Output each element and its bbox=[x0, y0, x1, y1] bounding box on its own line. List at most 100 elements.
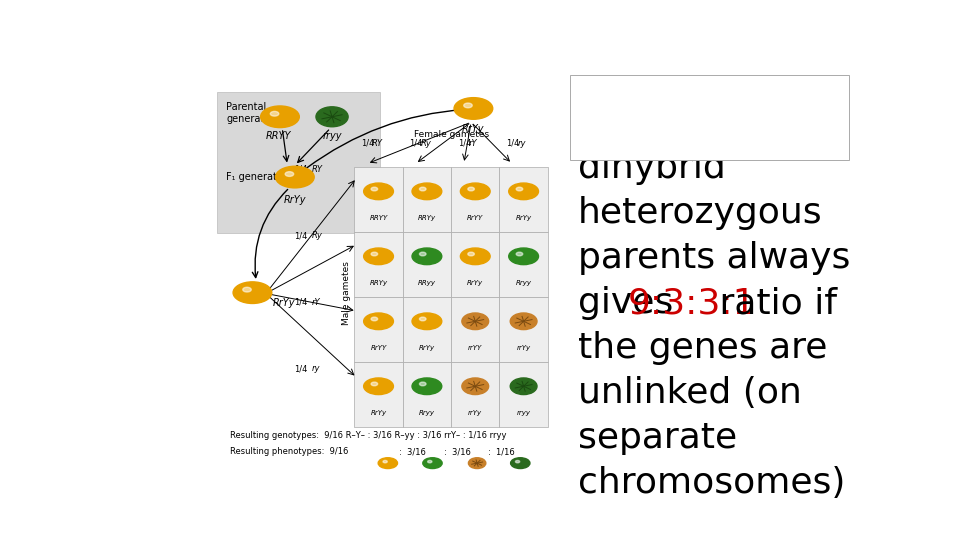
Point bbox=[526, 316, 538, 323]
Point bbox=[465, 387, 476, 394]
Text: RrYy: RrYy bbox=[468, 280, 483, 286]
Circle shape bbox=[420, 187, 426, 191]
Point bbox=[470, 457, 482, 463]
Circle shape bbox=[372, 187, 377, 191]
Circle shape bbox=[511, 458, 530, 469]
Text: rY: rY bbox=[312, 298, 321, 307]
Ellipse shape bbox=[316, 107, 348, 127]
Text: :  3/16: : 3/16 bbox=[444, 448, 470, 456]
Text: RrYY: RrYY bbox=[468, 214, 484, 221]
Point bbox=[468, 313, 479, 320]
Line: 2 pts: 2 pts bbox=[522, 381, 525, 391]
Text: rrYy: rrYy bbox=[468, 409, 482, 415]
Text: RrYy: RrYy bbox=[273, 299, 295, 308]
Text: heterozygous: heterozygous bbox=[578, 196, 822, 230]
Text: Rryy: Rryy bbox=[516, 280, 532, 286]
Text: 9:3:3:1: 9:3:3:1 bbox=[628, 286, 756, 320]
Circle shape bbox=[243, 287, 252, 292]
Text: RRYY: RRYY bbox=[370, 214, 388, 221]
Circle shape bbox=[276, 166, 314, 188]
Line: 2 pts: 2 pts bbox=[516, 320, 532, 323]
Point bbox=[478, 381, 490, 388]
Ellipse shape bbox=[462, 378, 489, 395]
Text: RY: RY bbox=[372, 139, 383, 148]
Text: Crossing of: Crossing of bbox=[578, 106, 779, 140]
Point bbox=[334, 117, 346, 124]
Text: F₁ generation  All: F₁ generation All bbox=[227, 172, 310, 182]
Text: RRYy: RRYy bbox=[370, 280, 388, 286]
Text: RrYy: RrYy bbox=[462, 124, 485, 134]
Bar bbox=[451, 167, 499, 232]
Point bbox=[474, 457, 486, 463]
Point bbox=[476, 321, 488, 328]
Point bbox=[474, 314, 486, 320]
Line: 2 pts: 2 pts bbox=[519, 382, 528, 390]
Text: RrYy: RrYy bbox=[371, 409, 387, 415]
Ellipse shape bbox=[510, 313, 537, 329]
Circle shape bbox=[378, 458, 397, 469]
Circle shape bbox=[412, 248, 442, 265]
Line: 2 pts: 2 pts bbox=[516, 383, 531, 389]
Bar bbox=[403, 232, 451, 296]
Circle shape bbox=[516, 461, 519, 463]
Line: 2 pts: 2 pts bbox=[330, 111, 334, 123]
Point bbox=[328, 119, 340, 126]
Circle shape bbox=[372, 252, 377, 256]
Point bbox=[471, 388, 483, 394]
Line: 2 pts: 2 pts bbox=[467, 320, 484, 323]
Point bbox=[476, 386, 488, 393]
Point bbox=[514, 387, 525, 394]
Bar bbox=[499, 362, 548, 427]
Text: Rryy: Rryy bbox=[419, 409, 435, 415]
Text: RY: RY bbox=[312, 165, 323, 174]
Text: the genes are: the genes are bbox=[578, 331, 827, 365]
FancyBboxPatch shape bbox=[570, 75, 849, 160]
Text: Resulting genotypes:  9/16 R–Y– : 3/16 R–yy : 3/16 rrY– : 1/16 rryy: Resulting genotypes: 9/16 R–Y– : 3/16 R–… bbox=[230, 431, 507, 440]
Line: 2 pts: 2 pts bbox=[326, 112, 337, 122]
Line: 2 pts: 2 pts bbox=[468, 383, 482, 389]
Circle shape bbox=[464, 103, 472, 108]
Text: ry: ry bbox=[312, 364, 321, 373]
Line: 2 pts: 2 pts bbox=[324, 113, 340, 120]
Point bbox=[476, 462, 488, 469]
Point bbox=[510, 384, 521, 391]
Point bbox=[511, 380, 522, 386]
Text: ry: ry bbox=[517, 139, 526, 148]
Text: :  3/16: : 3/16 bbox=[399, 448, 426, 456]
Line: 2 pts: 2 pts bbox=[476, 460, 478, 467]
Text: Ry: Ry bbox=[420, 139, 431, 148]
FancyBboxPatch shape bbox=[217, 92, 380, 233]
Point bbox=[461, 320, 472, 326]
Circle shape bbox=[372, 317, 377, 321]
Text: rrYY: rrYY bbox=[468, 345, 482, 350]
Circle shape bbox=[372, 382, 377, 386]
Circle shape bbox=[468, 252, 474, 256]
Text: 1/4: 1/4 bbox=[294, 165, 307, 174]
Text: RRyy: RRyy bbox=[418, 280, 436, 286]
Text: RRYy: RRYy bbox=[418, 214, 436, 221]
Point bbox=[331, 109, 343, 115]
Point bbox=[472, 463, 484, 470]
Line: 2 pts: 2 pts bbox=[471, 462, 483, 464]
Text: RrYy: RrYy bbox=[516, 214, 532, 221]
Point bbox=[461, 384, 472, 391]
Point bbox=[477, 459, 489, 465]
Point bbox=[511, 315, 522, 321]
Point bbox=[466, 461, 477, 468]
Circle shape bbox=[427, 461, 432, 463]
Text: ratio if: ratio if bbox=[708, 286, 837, 320]
Circle shape bbox=[364, 313, 394, 329]
Text: 1/4: 1/4 bbox=[506, 139, 519, 148]
Point bbox=[519, 388, 531, 394]
Bar bbox=[354, 167, 403, 232]
Line: 2 pts: 2 pts bbox=[519, 317, 528, 326]
Point bbox=[526, 381, 538, 388]
Circle shape bbox=[412, 378, 442, 395]
Circle shape bbox=[233, 282, 272, 303]
Circle shape bbox=[260, 106, 300, 127]
Line: 2 pts: 2 pts bbox=[322, 114, 342, 119]
Circle shape bbox=[412, 313, 442, 329]
Line: 2 pts: 2 pts bbox=[470, 382, 480, 390]
Point bbox=[522, 379, 534, 385]
Bar bbox=[354, 296, 403, 362]
